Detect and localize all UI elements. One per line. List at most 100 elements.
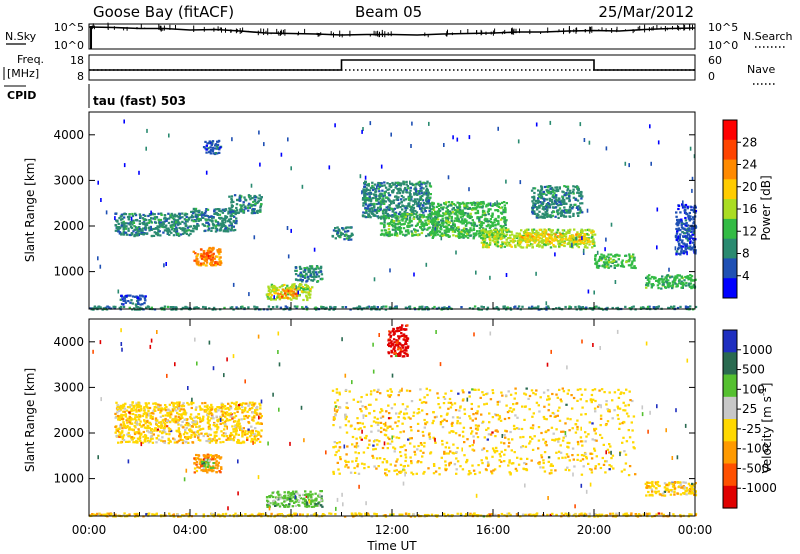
power-cell [239,210,242,213]
power-cell [466,229,469,232]
power-cell [432,217,435,220]
power-cell [118,232,122,235]
colorbar-segment [723,179,737,200]
power-cell [676,274,679,277]
power-cell [147,221,151,224]
power-cell [652,306,656,309]
power-cell [503,245,506,248]
power-cell [208,227,211,230]
power-cell [572,190,575,193]
power-cell [460,306,463,309]
power-cell [481,231,484,234]
power-cell [561,190,564,193]
power-cell [613,266,616,269]
power-cell [200,211,204,214]
power-cell [605,265,609,268]
power-cell [409,209,412,212]
power-cell [431,201,434,204]
power-cell [212,264,216,267]
power-cell [572,212,575,215]
power-cell [229,211,232,214]
power-cell [674,235,678,239]
power-cell [114,224,117,227]
power-cell [414,186,417,189]
power-cell [388,208,391,212]
power-cell [530,239,533,242]
power-cell [220,216,223,219]
power-cell [367,184,370,187]
power-cell [410,214,413,217]
power-cell [404,198,407,201]
power-cell [594,258,597,262]
power-cell [665,281,669,284]
power-cell [561,232,564,236]
power-cell [689,205,692,208]
power-cell [380,217,383,220]
power-cell [249,203,252,206]
power-cell [465,220,468,223]
power-cell [456,216,459,219]
power-cell [208,150,212,153]
power-cell [214,144,217,147]
power-cell [563,185,566,188]
power-cell [673,276,676,279]
power-cell [343,238,346,241]
power-cell [195,226,198,229]
power-cell [592,238,595,241]
power-cell [531,196,534,199]
power-cell [465,219,468,222]
power-cell [469,201,473,205]
power-cell [552,210,556,213]
power-cell [568,305,571,308]
power-cell [380,193,384,196]
power-scatter-point [587,289,590,294]
power-cell [576,191,579,194]
power-cell [474,207,478,210]
power-cell [346,229,350,233]
power-cell [366,184,369,187]
power-cell [89,307,92,310]
power-cell [691,233,695,236]
power-cell [543,235,546,238]
power-cell [226,220,229,223]
power-cell [267,289,271,292]
power-scatter-point [554,252,556,257]
velocity-cell [213,421,216,425]
velocity-cell [177,423,180,426]
power-cell [207,147,210,150]
power-cell [156,227,159,230]
power-cell [681,227,685,230]
power-cell [114,229,118,232]
velocity-cell [152,412,155,415]
power-cell [157,228,160,231]
power-cell [308,268,311,271]
power-cell [240,306,243,309]
power-cell [378,216,381,219]
power-cell [688,211,691,215]
power-cell [466,205,469,208]
power-cell [317,271,320,274]
power-cell [450,201,454,204]
power-cell [379,192,382,196]
power-cell [536,307,540,310]
power-cell [267,285,270,288]
power-cell [425,206,429,209]
power-scatter-point [390,132,392,137]
velocity-cell [140,409,143,412]
power-cell [680,224,683,227]
power-cell [560,235,563,238]
power-cell [491,239,494,242]
power-cell [404,207,407,210]
power-cell [243,307,246,310]
power-cell [425,187,429,190]
power-cell [447,221,450,224]
power-cell [129,301,132,304]
power-cell [443,202,446,205]
velocity-cell [241,431,244,434]
power-cell [571,207,574,210]
power-cell [497,215,500,218]
power-scatter-point [440,236,443,241]
power-cell [207,229,210,232]
power-cell [403,215,406,218]
power-cell [633,265,636,268]
